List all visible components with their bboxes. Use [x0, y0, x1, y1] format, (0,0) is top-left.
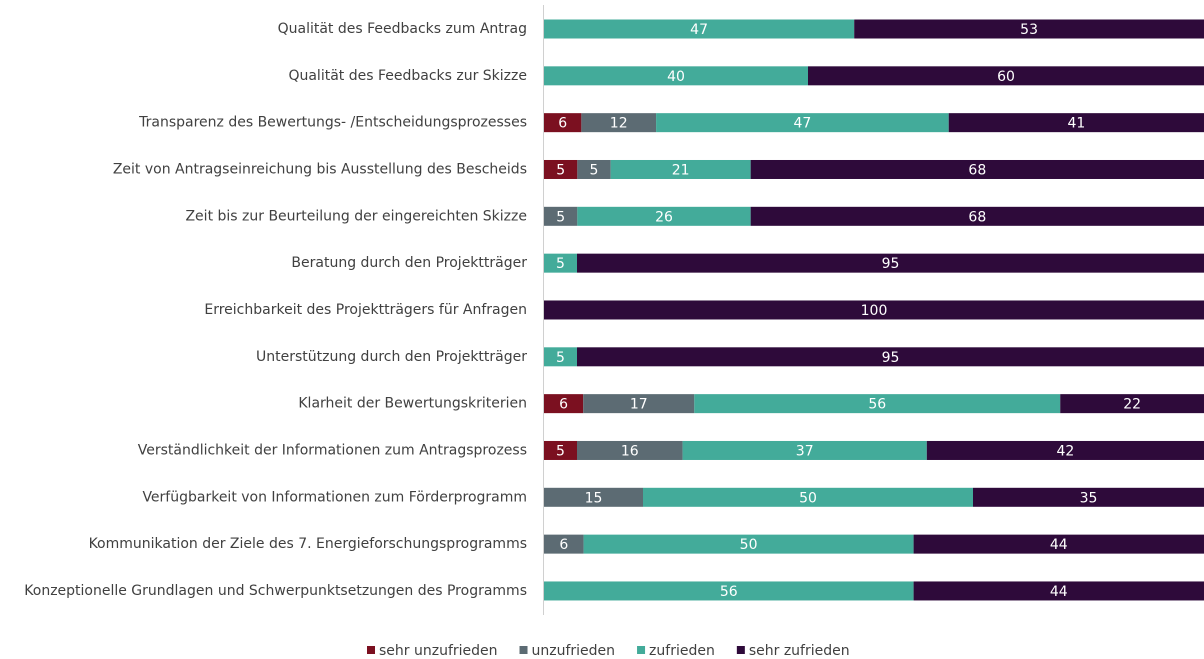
bar-segment: [808, 66, 1204, 86]
data-label: 53: [1020, 22, 1038, 38]
bar-segment: [544, 394, 584, 414]
y-tick-label: Erreichbarkeit des Projektträgers für An…: [204, 302, 527, 318]
legend-swatch: [637, 646, 646, 654]
bar-segment: [973, 487, 1204, 507]
data-label: 5: [556, 162, 565, 178]
data-label: 21: [672, 162, 690, 178]
data-label: 56: [868, 397, 886, 413]
bar-segment: [544, 19, 855, 39]
data-label: 5: [556, 350, 565, 366]
data-label: 95: [882, 350, 900, 366]
bar-segment: [544, 440, 577, 460]
data-label: 16: [621, 443, 639, 459]
data-label: 5: [556, 209, 565, 225]
bar-segment: [544, 534, 584, 554]
data-label: 5: [556, 256, 565, 272]
data-label: 6: [559, 537, 568, 553]
y-tick-label: Kommunikation der Ziele des 7. Energiefo…: [89, 536, 527, 552]
legend-label: sehr zufrieden: [749, 643, 850, 659]
bar-segment: [926, 440, 1204, 460]
bar-segment: [913, 534, 1204, 554]
y-tick-label: Transparenz des Bewertungs- /Entscheidun…: [138, 115, 527, 131]
y-tick-label: Konzeptionelle Grundlagen und Schwerpunk…: [24, 583, 527, 599]
bar-segment: [643, 487, 973, 507]
data-label: 68: [968, 162, 986, 178]
y-tick-label: Zeit bis zur Beurteilung der eingereicht…: [185, 208, 527, 224]
bar-segment: [577, 347, 1204, 367]
data-label: 100: [861, 303, 888, 319]
y-tick-label: Qualität des Feedbacks zur Skizze: [288, 68, 527, 84]
y-tick-label: Zeit von Antragseinreichung bis Ausstell…: [113, 161, 527, 177]
data-label: 26: [655, 209, 673, 225]
bar-segment: [750, 159, 1204, 179]
bar-segment: [544, 487, 643, 507]
y-tick-label: Unterstützung durch den Projektträger: [256, 349, 527, 365]
bar-segment: [577, 440, 683, 460]
data-label: 5: [556, 443, 565, 459]
data-label: 15: [585, 490, 603, 506]
y-tick-label: Verfügbarkeit von Informationen zum Förd…: [142, 489, 527, 505]
bar-segment: [913, 581, 1204, 601]
bar-segment: [577, 159, 611, 179]
legend-swatch: [736, 646, 745, 654]
bar-segment: [694, 394, 1061, 414]
data-label: 42: [1056, 443, 1074, 459]
data-label: 5: [590, 162, 599, 178]
data-label: 22: [1123, 397, 1141, 413]
bar-segment: [544, 66, 808, 86]
bar-segment: [544, 300, 1204, 320]
data-label: 37: [796, 443, 814, 459]
bar-segment: [544, 206, 578, 226]
bar-segment: [544, 581, 914, 601]
data-label: 6: [559, 397, 568, 413]
data-label: 50: [799, 490, 817, 506]
data-label: 17: [630, 397, 648, 413]
data-label: 44: [1050, 584, 1068, 600]
data-label: 47: [793, 116, 811, 132]
bar-segment: [854, 19, 1204, 39]
legend-label: unzufrieden: [532, 643, 616, 659]
y-tick-label: Klarheit der Bewertungskriterien: [298, 396, 527, 412]
bar-segment: [544, 159, 578, 179]
data-label: 12: [610, 116, 628, 132]
y-tick-label: Qualität des Feedbacks zum Antrag: [278, 21, 527, 37]
bar-segment: [544, 113, 582, 133]
data-label: 60: [997, 69, 1015, 85]
bar-segment: [583, 534, 914, 554]
bar-segment: [583, 394, 695, 414]
data-label: 47: [690, 22, 708, 38]
legend-swatch: [519, 646, 528, 654]
bar-segment: [656, 113, 949, 133]
data-label: 95: [882, 256, 900, 272]
data-label: 68: [968, 209, 986, 225]
legend-label: zufrieden: [649, 643, 715, 659]
bar-segment: [544, 347, 577, 367]
bar-segment: [581, 113, 657, 133]
data-label: 35: [1080, 490, 1098, 506]
y-tick-label: Verständlichkeit der Informationen zum A…: [138, 442, 527, 458]
y-tick-label: Beratung durch den Projektträger: [291, 255, 527, 271]
bar-segment: [610, 159, 751, 179]
data-label: 50: [740, 537, 758, 553]
data-label: 41: [1067, 116, 1085, 132]
bar-segment: [577, 206, 751, 226]
bar-segment: [577, 253, 1204, 273]
bar-segment: [544, 253, 577, 273]
bar-segment: [1060, 394, 1204, 414]
bar-segment: [682, 440, 927, 460]
data-label: 44: [1050, 537, 1068, 553]
bar-segment: [750, 206, 1204, 226]
legend-swatch: [367, 646, 375, 654]
legend-label: sehr unzufrieden: [379, 643, 498, 659]
data-label: 40: [667, 69, 685, 85]
data-label: 6: [558, 116, 567, 132]
bar-segment: [948, 113, 1204, 133]
data-label: 56: [720, 584, 738, 600]
